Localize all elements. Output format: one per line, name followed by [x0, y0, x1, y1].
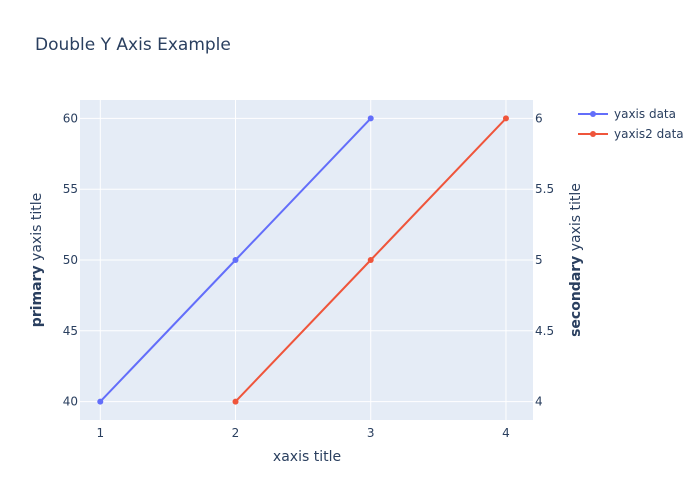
secondary-y-tick-label: 4 [535, 395, 543, 409]
chart-title: Double Y Axis Example [35, 35, 231, 55]
x-tick-label: 4 [502, 426, 510, 440]
primary-y-axis-ticks: 40 45 50 55 60 [63, 111, 78, 408]
primary-y-tick-label: 60 [63, 111, 78, 125]
primary-y-axis-title-rest: yaxis title [29, 193, 45, 266]
secondary-y-tick-label: 4.5 [535, 324, 554, 338]
legend-label: yaxis2 data [614, 127, 684, 141]
legend-marker [590, 111, 596, 117]
primary-y-tick-label: 50 [63, 253, 78, 267]
secondary-y-axis-title-rest: yaxis title [568, 183, 584, 256]
legend-marker [590, 131, 596, 137]
primary-y-tick-label: 40 [63, 395, 78, 409]
x-tick-label: 2 [232, 426, 240, 440]
secondary-y-axis-title-bold: secondary [568, 256, 584, 337]
data-point[interactable] [232, 257, 239, 263]
data-point[interactable] [97, 398, 104, 405]
x-tick-label: 3 [367, 426, 375, 440]
legend-label: yaxis data [614, 107, 676, 121]
primary-y-axis-title-bold: primary [29, 265, 45, 327]
primary-y-axis-title: primary yaxis title [29, 193, 45, 327]
series-1 [97, 115, 374, 405]
secondary-y-tick-label: 5.5 [535, 182, 554, 196]
data-point[interactable] [367, 115, 374, 122]
x-axis-title: xaxis title [273, 449, 341, 465]
primary-y-tick-label: 55 [63, 182, 78, 196]
secondary-y-axis-ticks: 4 4.5 5 5.5 6 [535, 111, 554, 408]
data-point[interactable] [232, 398, 239, 405]
secondary-y-tick-label: 5 [535, 253, 543, 267]
legend-item[interactable]: yaxis2 data [578, 127, 684, 141]
primary-y-tick-label: 45 [63, 324, 78, 338]
legend-item[interactable]: yaxis data [578, 107, 676, 121]
series-layer [97, 115, 509, 405]
secondary-y-tick-label: 6 [535, 111, 543, 125]
x-tick-label: 1 [96, 426, 104, 440]
data-point[interactable] [367, 257, 374, 263]
x-axis-ticks: 1 2 3 4 [96, 426, 509, 440]
secondary-y-axis-title: secondary yaxis title [568, 183, 584, 337]
data-point[interactable] [502, 115, 509, 122]
series-2 [232, 115, 509, 405]
legend[interactable]: yaxis data yaxis2 data [578, 107, 684, 141]
